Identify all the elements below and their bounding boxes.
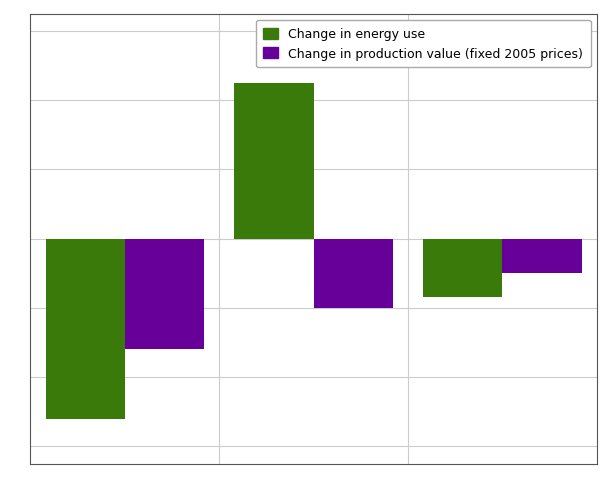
Bar bbox=[125, 239, 204, 349]
Bar bbox=[314, 239, 393, 308]
Bar bbox=[423, 239, 502, 298]
Bar bbox=[502, 239, 582, 274]
Bar bbox=[234, 84, 314, 239]
Legend: Change in energy use, Change in production value (fixed 2005 prices): Change in energy use, Change in producti… bbox=[256, 21, 591, 68]
Bar bbox=[46, 239, 125, 419]
